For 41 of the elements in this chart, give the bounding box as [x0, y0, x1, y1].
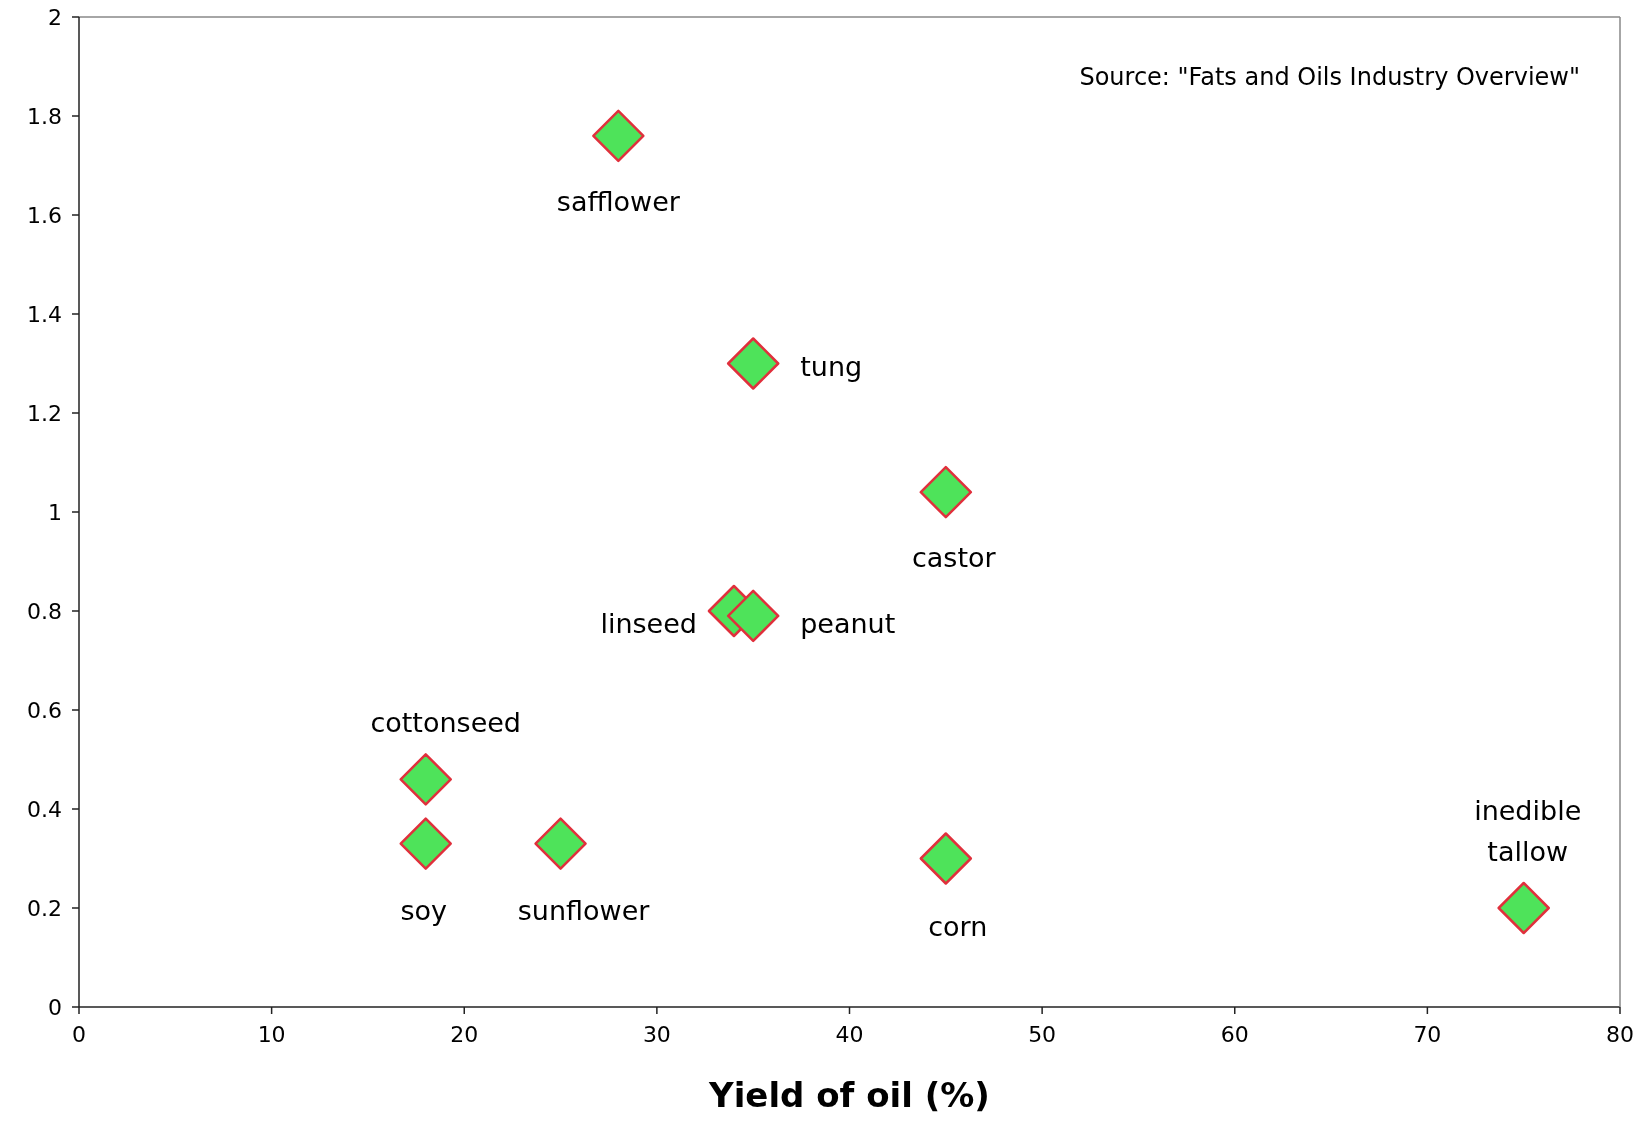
- y-tick-label: 1.4: [27, 301, 62, 327]
- point: [1497, 881, 1550, 935]
- annotation: tung: [800, 350, 863, 381]
- annotation: soy: [400, 894, 448, 926]
- point: [726, 337, 780, 390]
- annotation: safflower: [556, 185, 681, 217]
- point: [919, 832, 973, 885]
- point: [399, 817, 452, 870]
- annotation: castor: [911, 541, 997, 573]
- point: [919, 465, 973, 519]
- y-tick-label: 1.8: [27, 103, 62, 129]
- point: [726, 589, 780, 643]
- annotation: inedible tallow: [1474, 794, 1582, 867]
- point: [534, 817, 587, 870]
- y-tick-label: 1.2: [27, 400, 62, 426]
- annotation: peanut: [800, 607, 896, 639]
- y-tick-label: 0.6: [27, 697, 62, 723]
- y-tick-label: 0.8: [27, 598, 62, 624]
- x-axis-title: Yield of oil (%): [708, 1075, 990, 1115]
- y-tick-label: 0.2: [27, 895, 62, 921]
- x-tick-label: 50: [1028, 1021, 1057, 1047]
- x-tick-label: 0: [72, 1021, 86, 1047]
- annotation: corn: [928, 910, 988, 941]
- x-tick-label: 40: [835, 1021, 864, 1047]
- point: [592, 109, 645, 163]
- x-tick-label: 80: [1606, 1021, 1634, 1047]
- x-tick-label: 60: [1220, 1021, 1249, 1047]
- annotation: sunflower: [517, 894, 651, 926]
- annotation: Source: "Fats and Oils Industry Overview": [1079, 63, 1580, 91]
- y-tick-label: 0: [48, 994, 62, 1020]
- annotation: cottonseed: [370, 706, 522, 738]
- x-tick-label: 30: [642, 1021, 671, 1047]
- x-tick-label: 10: [257, 1021, 286, 1047]
- point: [399, 753, 452, 806]
- y-tick-label: 1: [48, 499, 62, 525]
- annotation: linseed: [600, 607, 697, 639]
- x-tick-label: 70: [1413, 1021, 1442, 1047]
- x-tick-label: 20: [450, 1021, 479, 1047]
- y-tick-label: 1.6: [27, 202, 62, 228]
- y-tick-label: 2: [48, 4, 62, 30]
- y-tick-label: 0.4: [27, 796, 62, 822]
